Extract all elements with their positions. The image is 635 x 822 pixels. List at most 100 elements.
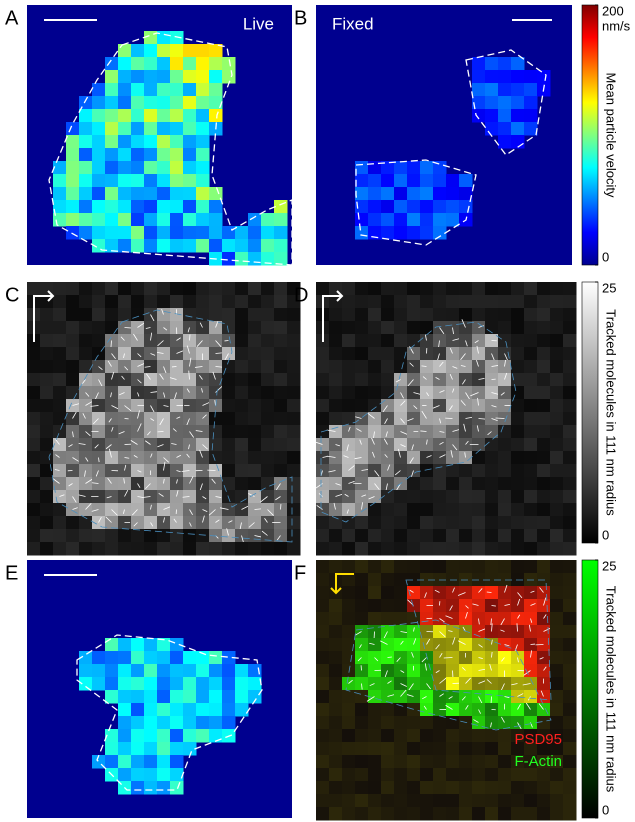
flow-vector [241,505,249,510]
pixel [53,295,67,309]
pixel [368,529,382,543]
pixel [222,57,236,71]
pixel [407,651,421,665]
pixel [446,781,460,795]
flow-vector [195,430,203,432]
pixel [472,729,486,743]
pixel [537,677,551,691]
pixel [329,807,343,821]
pixel [485,677,499,691]
pixel [131,677,145,691]
flow-vector [137,483,141,488]
flow-vector [439,652,443,658]
pixel [105,122,119,136]
pixel [524,308,538,322]
pixel [485,57,499,71]
pixel [248,490,262,504]
pixel [235,703,249,717]
pixel [118,70,132,84]
flow-vector [156,351,164,354]
pixel [183,135,197,149]
pixel [66,161,80,175]
flow-vector [171,443,177,445]
pixel [472,794,486,808]
pixel [446,716,460,730]
pixel [459,464,473,478]
pixel [183,239,197,253]
flow-vector [411,652,414,658]
flow-vector [501,657,505,662]
flow-vector [123,478,125,484]
pixel [131,83,145,97]
flow-vector [163,506,172,510]
pixel [66,122,80,136]
pixel [316,690,330,704]
flow-vector [478,644,483,648]
pixel [524,516,538,530]
pixel [248,412,262,426]
pixel [157,83,171,97]
pixel [459,451,473,465]
pixel [316,794,330,808]
pixel [446,690,460,704]
pixel [274,425,288,439]
pixel [355,295,369,309]
pixel [105,282,119,296]
pixel [79,200,93,214]
pixel [355,794,369,808]
pixel [355,529,369,543]
pixel [316,664,330,678]
pixel [329,308,343,322]
pixel [485,625,499,639]
pixel [157,516,171,530]
pixel [92,503,106,517]
pixel [368,295,382,309]
flow-vector [525,702,531,710]
flow-vector [462,379,466,385]
colorbar-tick-label: 0 [602,527,609,542]
pixel [524,755,538,769]
pixel [537,321,551,335]
pixel [381,612,395,626]
pixel [550,794,564,808]
pixel [550,399,564,413]
pixel [563,412,577,426]
flow-vector [82,413,86,419]
pixel [170,781,184,795]
flow-vector [486,679,492,684]
flow-vector [359,439,362,445]
pixel [420,729,434,743]
pixel [537,295,551,309]
pixel [118,213,132,227]
pixel [342,516,356,530]
flow-vector [72,457,79,462]
pixel [157,122,171,136]
pixel [342,586,356,600]
pixel [274,226,288,240]
pixel [550,373,564,387]
flow-vector [445,615,453,619]
pixel [157,109,171,123]
pixel [316,503,330,517]
pixel [342,347,356,361]
pixel [79,174,93,188]
pixel [459,308,473,322]
pixel [261,542,275,556]
pixel [420,690,434,704]
pixel [550,308,564,322]
pixel [105,373,119,387]
pixel [248,213,262,227]
pixel [563,560,577,574]
pixel [498,560,512,574]
flow-vector [150,314,155,322]
pixel [79,360,93,374]
flow-vector [448,630,453,632]
flow-vector [476,345,479,354]
pixel [118,83,132,97]
pixel [248,282,262,296]
pixel [394,213,408,227]
pixel [105,321,119,335]
pixel [511,677,525,691]
pixel [144,651,158,665]
pixel [105,83,119,97]
